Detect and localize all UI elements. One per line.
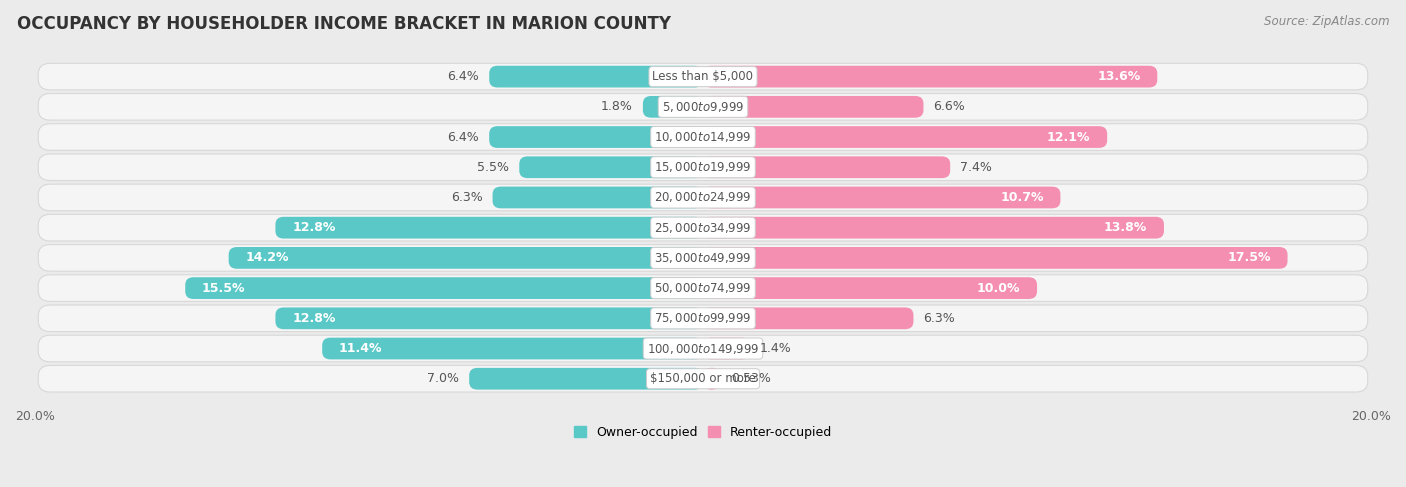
Text: 15.5%: 15.5%	[202, 281, 246, 295]
FancyBboxPatch shape	[703, 126, 1107, 148]
Text: OCCUPANCY BY HOUSEHOLDER INCOME BRACKET IN MARION COUNTY: OCCUPANCY BY HOUSEHOLDER INCOME BRACKET …	[17, 15, 671, 33]
Text: Source: ZipAtlas.com: Source: ZipAtlas.com	[1264, 15, 1389, 28]
Text: 10.0%: 10.0%	[977, 281, 1021, 295]
Text: 1.4%: 1.4%	[759, 342, 792, 355]
FancyBboxPatch shape	[703, 307, 914, 329]
FancyBboxPatch shape	[703, 187, 1060, 208]
Text: 13.8%: 13.8%	[1104, 221, 1147, 234]
Text: 0.53%: 0.53%	[731, 372, 770, 385]
Text: 6.6%: 6.6%	[934, 100, 966, 113]
Legend: Owner-occupied, Renter-occupied: Owner-occupied, Renter-occupied	[568, 421, 838, 444]
FancyBboxPatch shape	[38, 305, 1368, 332]
FancyBboxPatch shape	[519, 156, 703, 178]
Text: $20,000 to $24,999: $20,000 to $24,999	[654, 190, 752, 205]
Text: 14.2%: 14.2%	[246, 251, 288, 264]
Text: $50,000 to $74,999: $50,000 to $74,999	[654, 281, 752, 295]
Text: 12.1%: 12.1%	[1047, 131, 1091, 144]
FancyBboxPatch shape	[470, 368, 703, 390]
Text: 11.4%: 11.4%	[339, 342, 382, 355]
FancyBboxPatch shape	[38, 244, 1368, 271]
FancyBboxPatch shape	[38, 94, 1368, 120]
Text: 6.3%: 6.3%	[924, 312, 955, 325]
Text: $75,000 to $99,999: $75,000 to $99,999	[654, 311, 752, 325]
Text: 1.8%: 1.8%	[600, 100, 633, 113]
FancyBboxPatch shape	[38, 124, 1368, 150]
Text: 7.4%: 7.4%	[960, 161, 993, 174]
FancyBboxPatch shape	[38, 275, 1368, 301]
FancyBboxPatch shape	[38, 335, 1368, 362]
Text: 12.8%: 12.8%	[292, 221, 336, 234]
Text: 6.4%: 6.4%	[447, 70, 479, 83]
Text: $15,000 to $19,999: $15,000 to $19,999	[654, 160, 752, 174]
FancyBboxPatch shape	[703, 277, 1038, 299]
Text: $10,000 to $14,999: $10,000 to $14,999	[654, 130, 752, 144]
Text: $150,000 or more: $150,000 or more	[650, 372, 756, 385]
FancyBboxPatch shape	[276, 307, 703, 329]
Text: 5.5%: 5.5%	[477, 161, 509, 174]
Text: 17.5%: 17.5%	[1227, 251, 1271, 264]
FancyBboxPatch shape	[489, 66, 703, 88]
FancyBboxPatch shape	[38, 154, 1368, 181]
Text: Less than $5,000: Less than $5,000	[652, 70, 754, 83]
FancyBboxPatch shape	[489, 126, 703, 148]
FancyBboxPatch shape	[703, 247, 1288, 269]
FancyBboxPatch shape	[492, 187, 703, 208]
Text: 7.0%: 7.0%	[427, 372, 460, 385]
FancyBboxPatch shape	[38, 365, 1368, 392]
FancyBboxPatch shape	[38, 63, 1368, 90]
Text: $35,000 to $49,999: $35,000 to $49,999	[654, 251, 752, 265]
FancyBboxPatch shape	[38, 184, 1368, 211]
FancyBboxPatch shape	[186, 277, 703, 299]
FancyBboxPatch shape	[703, 217, 1164, 239]
Text: 6.4%: 6.4%	[447, 131, 479, 144]
FancyBboxPatch shape	[322, 337, 703, 359]
Text: 6.3%: 6.3%	[451, 191, 482, 204]
FancyBboxPatch shape	[229, 247, 703, 269]
Text: 13.6%: 13.6%	[1097, 70, 1140, 83]
FancyBboxPatch shape	[703, 337, 749, 359]
FancyBboxPatch shape	[38, 214, 1368, 241]
Text: $100,000 to $149,999: $100,000 to $149,999	[647, 341, 759, 356]
FancyBboxPatch shape	[703, 368, 721, 390]
FancyBboxPatch shape	[643, 96, 703, 118]
Text: $5,000 to $9,999: $5,000 to $9,999	[662, 100, 744, 114]
FancyBboxPatch shape	[276, 217, 703, 239]
Text: 12.8%: 12.8%	[292, 312, 336, 325]
FancyBboxPatch shape	[703, 156, 950, 178]
Text: 10.7%: 10.7%	[1000, 191, 1043, 204]
FancyBboxPatch shape	[703, 66, 1157, 88]
FancyBboxPatch shape	[703, 96, 924, 118]
Text: $25,000 to $34,999: $25,000 to $34,999	[654, 221, 752, 235]
